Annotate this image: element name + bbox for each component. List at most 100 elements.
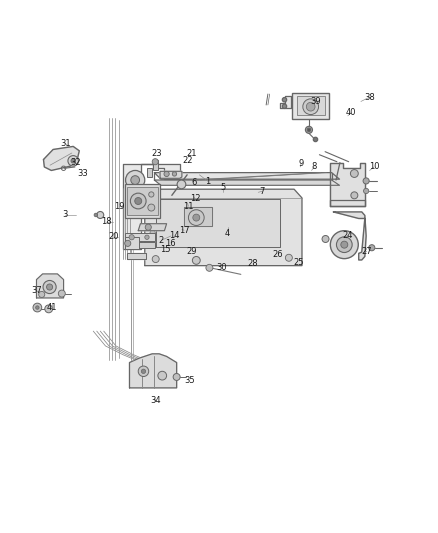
Text: 30: 30 (216, 263, 226, 272)
Polygon shape (127, 253, 146, 259)
Circle shape (306, 102, 315, 111)
Circle shape (39, 292, 45, 297)
Polygon shape (123, 164, 180, 249)
Circle shape (283, 98, 287, 102)
Text: 11: 11 (183, 202, 194, 211)
Text: 2: 2 (159, 236, 164, 245)
Text: 15: 15 (160, 245, 171, 254)
Polygon shape (280, 96, 291, 108)
Text: 5: 5 (221, 183, 226, 192)
Text: 33: 33 (78, 169, 88, 179)
Polygon shape (154, 180, 339, 185)
Circle shape (71, 159, 75, 163)
Circle shape (126, 171, 145, 190)
Bar (297, 96, 325, 116)
Polygon shape (184, 207, 212, 227)
Circle shape (129, 235, 134, 240)
Text: 35: 35 (184, 376, 194, 385)
Text: 32: 32 (71, 158, 81, 167)
Text: 9: 9 (298, 159, 304, 168)
Circle shape (149, 192, 154, 197)
Circle shape (58, 290, 65, 297)
Text: 6: 6 (191, 177, 196, 187)
Circle shape (35, 306, 39, 309)
Polygon shape (138, 224, 166, 231)
Circle shape (148, 204, 155, 211)
Polygon shape (333, 212, 366, 260)
Circle shape (351, 192, 358, 199)
Polygon shape (130, 354, 177, 388)
Bar (127, 187, 158, 215)
Circle shape (131, 176, 140, 184)
Text: 20: 20 (108, 232, 119, 241)
Circle shape (138, 366, 149, 376)
Circle shape (135, 198, 142, 205)
Circle shape (125, 240, 131, 246)
Circle shape (369, 245, 375, 251)
Text: 37: 37 (31, 286, 42, 295)
Circle shape (158, 372, 166, 380)
Circle shape (173, 374, 180, 381)
Circle shape (145, 235, 149, 239)
Circle shape (152, 256, 159, 263)
Circle shape (283, 104, 287, 108)
Polygon shape (330, 163, 365, 206)
Text: 17: 17 (179, 226, 189, 235)
Circle shape (141, 369, 146, 374)
Text: 7: 7 (259, 187, 265, 196)
Circle shape (131, 193, 146, 209)
Bar (152, 159, 158, 171)
Circle shape (68, 156, 78, 166)
Text: 34: 34 (150, 397, 161, 406)
Circle shape (307, 128, 311, 132)
Circle shape (286, 254, 292, 261)
Text: 12: 12 (190, 195, 200, 203)
Bar (292, 93, 329, 119)
Text: 40: 40 (346, 108, 356, 117)
Polygon shape (154, 173, 339, 179)
Polygon shape (36, 274, 64, 298)
Polygon shape (145, 189, 302, 265)
Polygon shape (330, 200, 365, 206)
Polygon shape (43, 147, 79, 171)
Bar (125, 183, 160, 219)
Text: 1: 1 (205, 177, 211, 186)
Bar (125, 237, 139, 249)
Circle shape (330, 231, 358, 259)
Circle shape (152, 159, 158, 165)
Text: 25: 25 (293, 257, 304, 266)
Text: 19: 19 (114, 202, 125, 211)
Circle shape (97, 212, 104, 219)
Text: 8: 8 (311, 163, 317, 172)
Circle shape (193, 214, 200, 221)
Circle shape (313, 138, 318, 142)
Circle shape (177, 180, 186, 189)
Polygon shape (160, 171, 182, 179)
Text: 31: 31 (60, 139, 71, 148)
Circle shape (164, 171, 169, 176)
Circle shape (188, 210, 204, 225)
Circle shape (364, 188, 369, 193)
Text: 18: 18 (101, 217, 112, 227)
Bar (147, 168, 152, 177)
Text: 24: 24 (343, 231, 353, 239)
Text: 26: 26 (272, 250, 283, 259)
Circle shape (341, 241, 348, 248)
Bar (125, 233, 155, 241)
Circle shape (305, 126, 312, 133)
Circle shape (94, 213, 98, 217)
Polygon shape (155, 199, 280, 247)
Text: 14: 14 (169, 231, 180, 240)
Text: 22: 22 (182, 156, 193, 165)
Circle shape (322, 236, 329, 243)
Circle shape (336, 237, 352, 253)
Circle shape (150, 230, 155, 236)
Text: 16: 16 (165, 239, 175, 248)
Circle shape (303, 99, 318, 115)
Circle shape (45, 305, 53, 313)
Circle shape (172, 172, 177, 176)
Circle shape (192, 256, 200, 264)
Text: 39: 39 (311, 97, 321, 106)
Circle shape (46, 284, 53, 290)
Text: 10: 10 (369, 163, 379, 172)
